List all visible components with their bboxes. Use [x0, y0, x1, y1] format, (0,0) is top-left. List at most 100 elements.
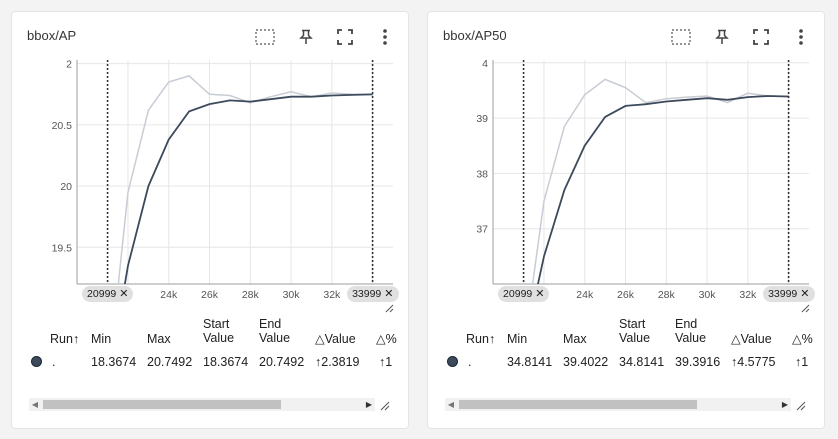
fullscreen-button[interactable]: [334, 26, 356, 48]
y-tick-label: 2: [66, 59, 72, 71]
series-line-smoothed: [123, 93, 373, 284]
range-end-value: 33999: [352, 288, 382, 300]
y-tick-label: 39: [476, 113, 488, 125]
cell-run: .: [468, 355, 472, 369]
card-title: bbox/AP50: [443, 28, 507, 43]
pin-button[interactable]: [711, 26, 733, 48]
run-color-dot: [447, 356, 458, 367]
x-tick-label: 30k: [283, 289, 301, 301]
cell-start-value: 34.8141: [619, 355, 665, 369]
pin-icon: [715, 29, 729, 44]
more-vert-icon: [799, 29, 803, 45]
cell-max: 39.4022: [563, 355, 609, 369]
close-icon[interactable]: ✕: [119, 288, 129, 300]
chart-card-bbox-ap50: bbox/AP50 k24k26k28k30k32k33738394 20999…: [427, 11, 825, 429]
col-header-run[interactable]: Run↑: [466, 332, 496, 346]
resize-handle-icon[interactable]: [385, 304, 394, 313]
range-end-chip[interactable]: 33999 ✕: [763, 286, 815, 302]
col-header-min[interactable]: Min: [91, 332, 112, 346]
cell-delta-value: ↑2.3819: [315, 355, 360, 369]
more-vert-icon: [383, 29, 387, 45]
fit-domain-icon: [671, 29, 691, 45]
resize-handle-icon[interactable]: [380, 401, 390, 411]
cell-run: .: [52, 355, 56, 369]
x-tick-label: 26k: [617, 289, 635, 301]
scrollbar-thumb[interactable]: [43, 400, 281, 409]
resize-handle-icon[interactable]: [796, 401, 806, 411]
cell-min: 34.8141: [507, 355, 553, 369]
close-icon[interactable]: ✕: [535, 288, 545, 300]
card-title: bbox/AP: [27, 28, 77, 43]
col-header-start-value[interactable]: Start Value: [619, 317, 651, 345]
x-tick-label: 24k: [160, 289, 178, 301]
y-tick-label: 20.5: [52, 120, 73, 132]
col-header-max[interactable]: Max: [563, 332, 587, 346]
col-header-delta-value[interactable]: △Value: [731, 332, 772, 346]
fit-domain-button[interactable]: [254, 26, 276, 48]
y-tick-label: 4: [482, 58, 488, 70]
range-start-chip[interactable]: 20999 ✕: [498, 286, 550, 302]
col-header-min[interactable]: Min: [507, 332, 528, 346]
scrollbar-thumb[interactable]: [459, 400, 697, 409]
cell-end-value: 20.7492: [259, 355, 305, 369]
col-header-delta-value[interactable]: △Value: [315, 332, 356, 346]
cell-end-value: 39.3916: [675, 355, 721, 369]
cell-min: 18.3674: [91, 355, 137, 369]
range-end-chip[interactable]: 33999 ✕: [347, 286, 399, 302]
range-start-value: 20999: [87, 288, 117, 300]
cell-delta-pct: ↑1: [795, 355, 809, 369]
x-tick-label: 26k: [201, 289, 219, 301]
horizontal-scrollbar[interactable]: ◀ ▶: [445, 398, 791, 411]
up-arrow-icon: ↑: [731, 355, 738, 369]
series-line-smoothed: [537, 95, 789, 284]
sort-arrow-icon: ↑: [488, 332, 496, 346]
sort-arrow-icon: ↑: [72, 332, 80, 346]
col-header-start-value[interactable]: Start Value: [203, 317, 235, 345]
cell-start-value: 18.3674: [203, 355, 249, 369]
more-options-button[interactable]: [790, 26, 812, 48]
scroll-left-icon[interactable]: ◀: [447, 400, 455, 409]
y-tick-label: 37: [476, 224, 488, 236]
fullscreen-icon: [753, 29, 769, 45]
up-arrow-icon: ↑: [795, 355, 802, 369]
range-end-value: 33999: [768, 288, 798, 300]
fullscreen-icon: [337, 29, 353, 45]
fit-domain-button[interactable]: [670, 26, 692, 48]
up-arrow-icon: ↑: [315, 355, 322, 369]
scroll-right-icon[interactable]: ▶: [365, 400, 373, 409]
pin-button[interactable]: [295, 26, 317, 48]
col-header-delta-pct[interactable]: △%: [376, 332, 397, 346]
cell-max: 20.7492: [147, 355, 193, 369]
line-chart[interactable]: k24k26k28k30k32k33738394: [428, 56, 825, 306]
x-tick-label: 28k: [658, 289, 676, 301]
y-tick-label: 20: [60, 181, 72, 193]
cell-delta-pct: ↑1: [379, 355, 393, 369]
scroll-left-icon[interactable]: ◀: [31, 400, 39, 409]
run-color-dot: [31, 356, 42, 367]
x-tick-label: 24k: [576, 289, 594, 301]
col-header-delta-pct[interactable]: △%: [792, 332, 813, 346]
col-header-run[interactable]: Run↑: [50, 332, 80, 346]
cell-delta-value: ↑4.5775: [731, 355, 776, 369]
col-header-max[interactable]: Max: [147, 332, 171, 346]
more-options-button[interactable]: [374, 26, 396, 48]
x-tick-label: 32k: [323, 289, 341, 301]
y-tick-label: 38: [476, 168, 488, 180]
close-icon[interactable]: ✕: [384, 288, 394, 300]
range-start-value: 20999: [503, 288, 533, 300]
scroll-right-icon[interactable]: ▶: [781, 400, 789, 409]
x-tick-label: 32k: [739, 289, 757, 301]
series-line-raw: [531, 78, 789, 284]
col-header-end-value[interactable]: End Value: [675, 317, 707, 345]
range-start-chip[interactable]: 20999 ✕: [82, 286, 134, 302]
col-header-end-value[interactable]: End Value: [259, 317, 291, 345]
pin-icon: [299, 29, 313, 44]
fullscreen-button[interactable]: [750, 26, 772, 48]
horizontal-scrollbar[interactable]: ◀ ▶: [29, 398, 375, 411]
fit-domain-icon: [255, 29, 275, 45]
series-line-raw: [117, 75, 373, 284]
resize-handle-icon[interactable]: [801, 304, 810, 313]
close-icon[interactable]: ✕: [800, 288, 810, 300]
